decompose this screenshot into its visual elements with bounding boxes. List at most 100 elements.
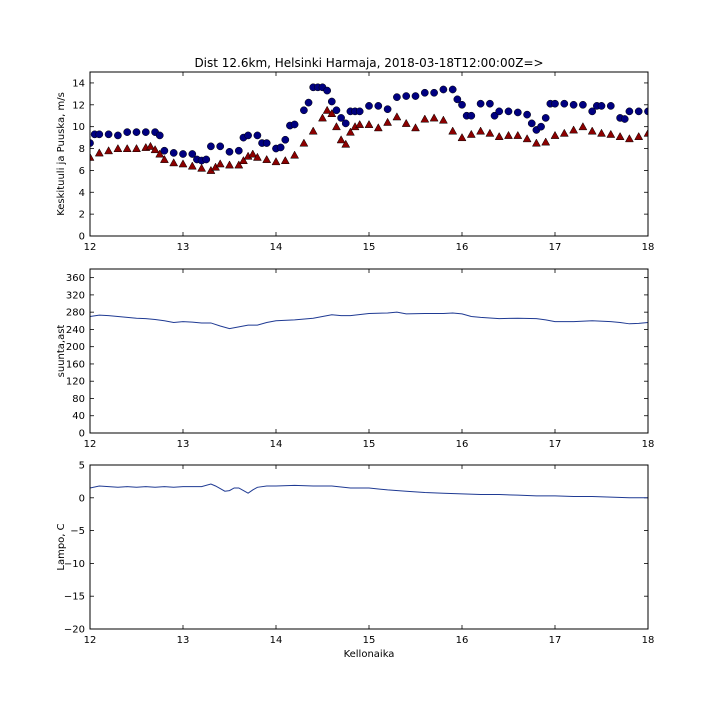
x-tick-label: 14 [270,635,283,646]
gust-point [587,126,597,135]
gust-point [122,144,132,152]
gust-point [364,119,374,128]
plot-area [90,311,648,330]
gust-point [178,159,188,168]
gust-point [225,160,234,169]
y-axis-label: Keskituuli ja Puuska, m/s [56,92,67,216]
wind-point [337,114,345,122]
gust-point [411,123,420,132]
y-tick-label: 0 [79,232,85,243]
y-tick-label: 80 [72,394,85,405]
gust-point [341,139,351,148]
axes-frame [89,268,649,434]
gust-point [94,148,104,157]
wind-point [327,97,336,106]
wind-point [634,107,643,116]
y-tick-label: 2 [79,210,85,221]
gust-point [457,133,467,142]
gust-point [290,150,300,159]
wind-point [597,102,606,110]
wind-point [323,86,331,95]
y-tick-label: 280 [66,308,85,319]
y-tick-label: 160 [66,359,85,370]
wind-point [104,130,113,139]
wind-point [588,107,597,116]
gust-point [197,163,207,172]
gust-point [280,156,290,165]
wind-point [620,115,629,123]
y-axis-label: suunta,ast [56,325,67,378]
wind-point [560,99,569,108]
wind-point [430,88,438,97]
gust-point [522,134,532,143]
x-axis-label: Kellonaika [344,649,395,660]
gust-point [559,128,569,137]
y-tick-label: −5 [70,526,85,537]
figure-title: Dist 12.6km, Helsinki Harmaja, 2018-03-1… [194,56,543,70]
gust-point [355,119,365,128]
wind-point [225,147,234,156]
wind-point [467,111,476,120]
wind-point [304,98,313,107]
wind-point [504,107,513,116]
wind-point [644,107,648,116]
y-tick-label: −10 [64,559,85,570]
gust-point [239,156,248,165]
y-tick-label: 360 [66,273,85,284]
wind-point [160,146,169,155]
wind-point [411,92,420,100]
gust-point [248,149,258,158]
wind-point [486,99,494,108]
x-tick-label: 18 [642,242,655,253]
gust-point [234,160,244,169]
x-tick-label: 12 [84,242,97,253]
gust-point [531,138,541,147]
wind-point [569,100,578,109]
gust-point [332,122,341,131]
gust-point [155,149,165,158]
gust-point [336,135,346,144]
wind-point [155,131,164,140]
wind-point [290,120,299,129]
series-line [90,311,648,330]
panel-1: 12 13 14 15 16 17 18 0 2 4 6 8 10 12 14 Keskituuli ja P… [56,71,655,253]
wind-point [393,93,401,101]
x-tick-label: 13 [177,439,190,450]
wind-point [123,128,132,136]
x-tick-label: 12 [84,439,97,450]
gust-point [373,123,383,132]
x-tick-label: 17 [549,439,562,450]
y-tick-label: 320 [66,290,85,301]
wind-point [365,102,373,110]
gust-point [466,129,476,138]
x-tick-label: 14 [270,439,283,450]
gust-point [104,146,114,155]
gust-point [150,145,160,154]
wind-point [453,95,462,104]
x-tick-label: 16 [456,242,469,253]
gust-point [606,129,616,138]
x-tick-label: 14 [270,242,283,253]
y-tick-label: 240 [66,325,85,336]
wind-point [495,107,504,116]
gust-point [215,159,225,168]
gust-point [643,128,648,137]
x-tick-label: 16 [456,635,469,646]
gust-point [578,122,588,131]
gust-point [113,144,123,152]
wind-point [551,99,559,108]
wind-point [606,102,615,110]
gust-point [615,131,625,140]
wind-point [141,128,150,136]
gust-point [132,144,141,152]
wind-point [513,108,522,117]
y-tick-label: −15 [64,592,85,603]
y-tick-label: 4 [79,188,85,199]
wind-point [244,131,252,140]
gust-point [634,131,644,140]
y-tick-label: 120 [66,377,85,388]
x-tick-label: 17 [549,242,562,253]
wind-point [276,143,285,152]
wind-point [476,99,485,108]
